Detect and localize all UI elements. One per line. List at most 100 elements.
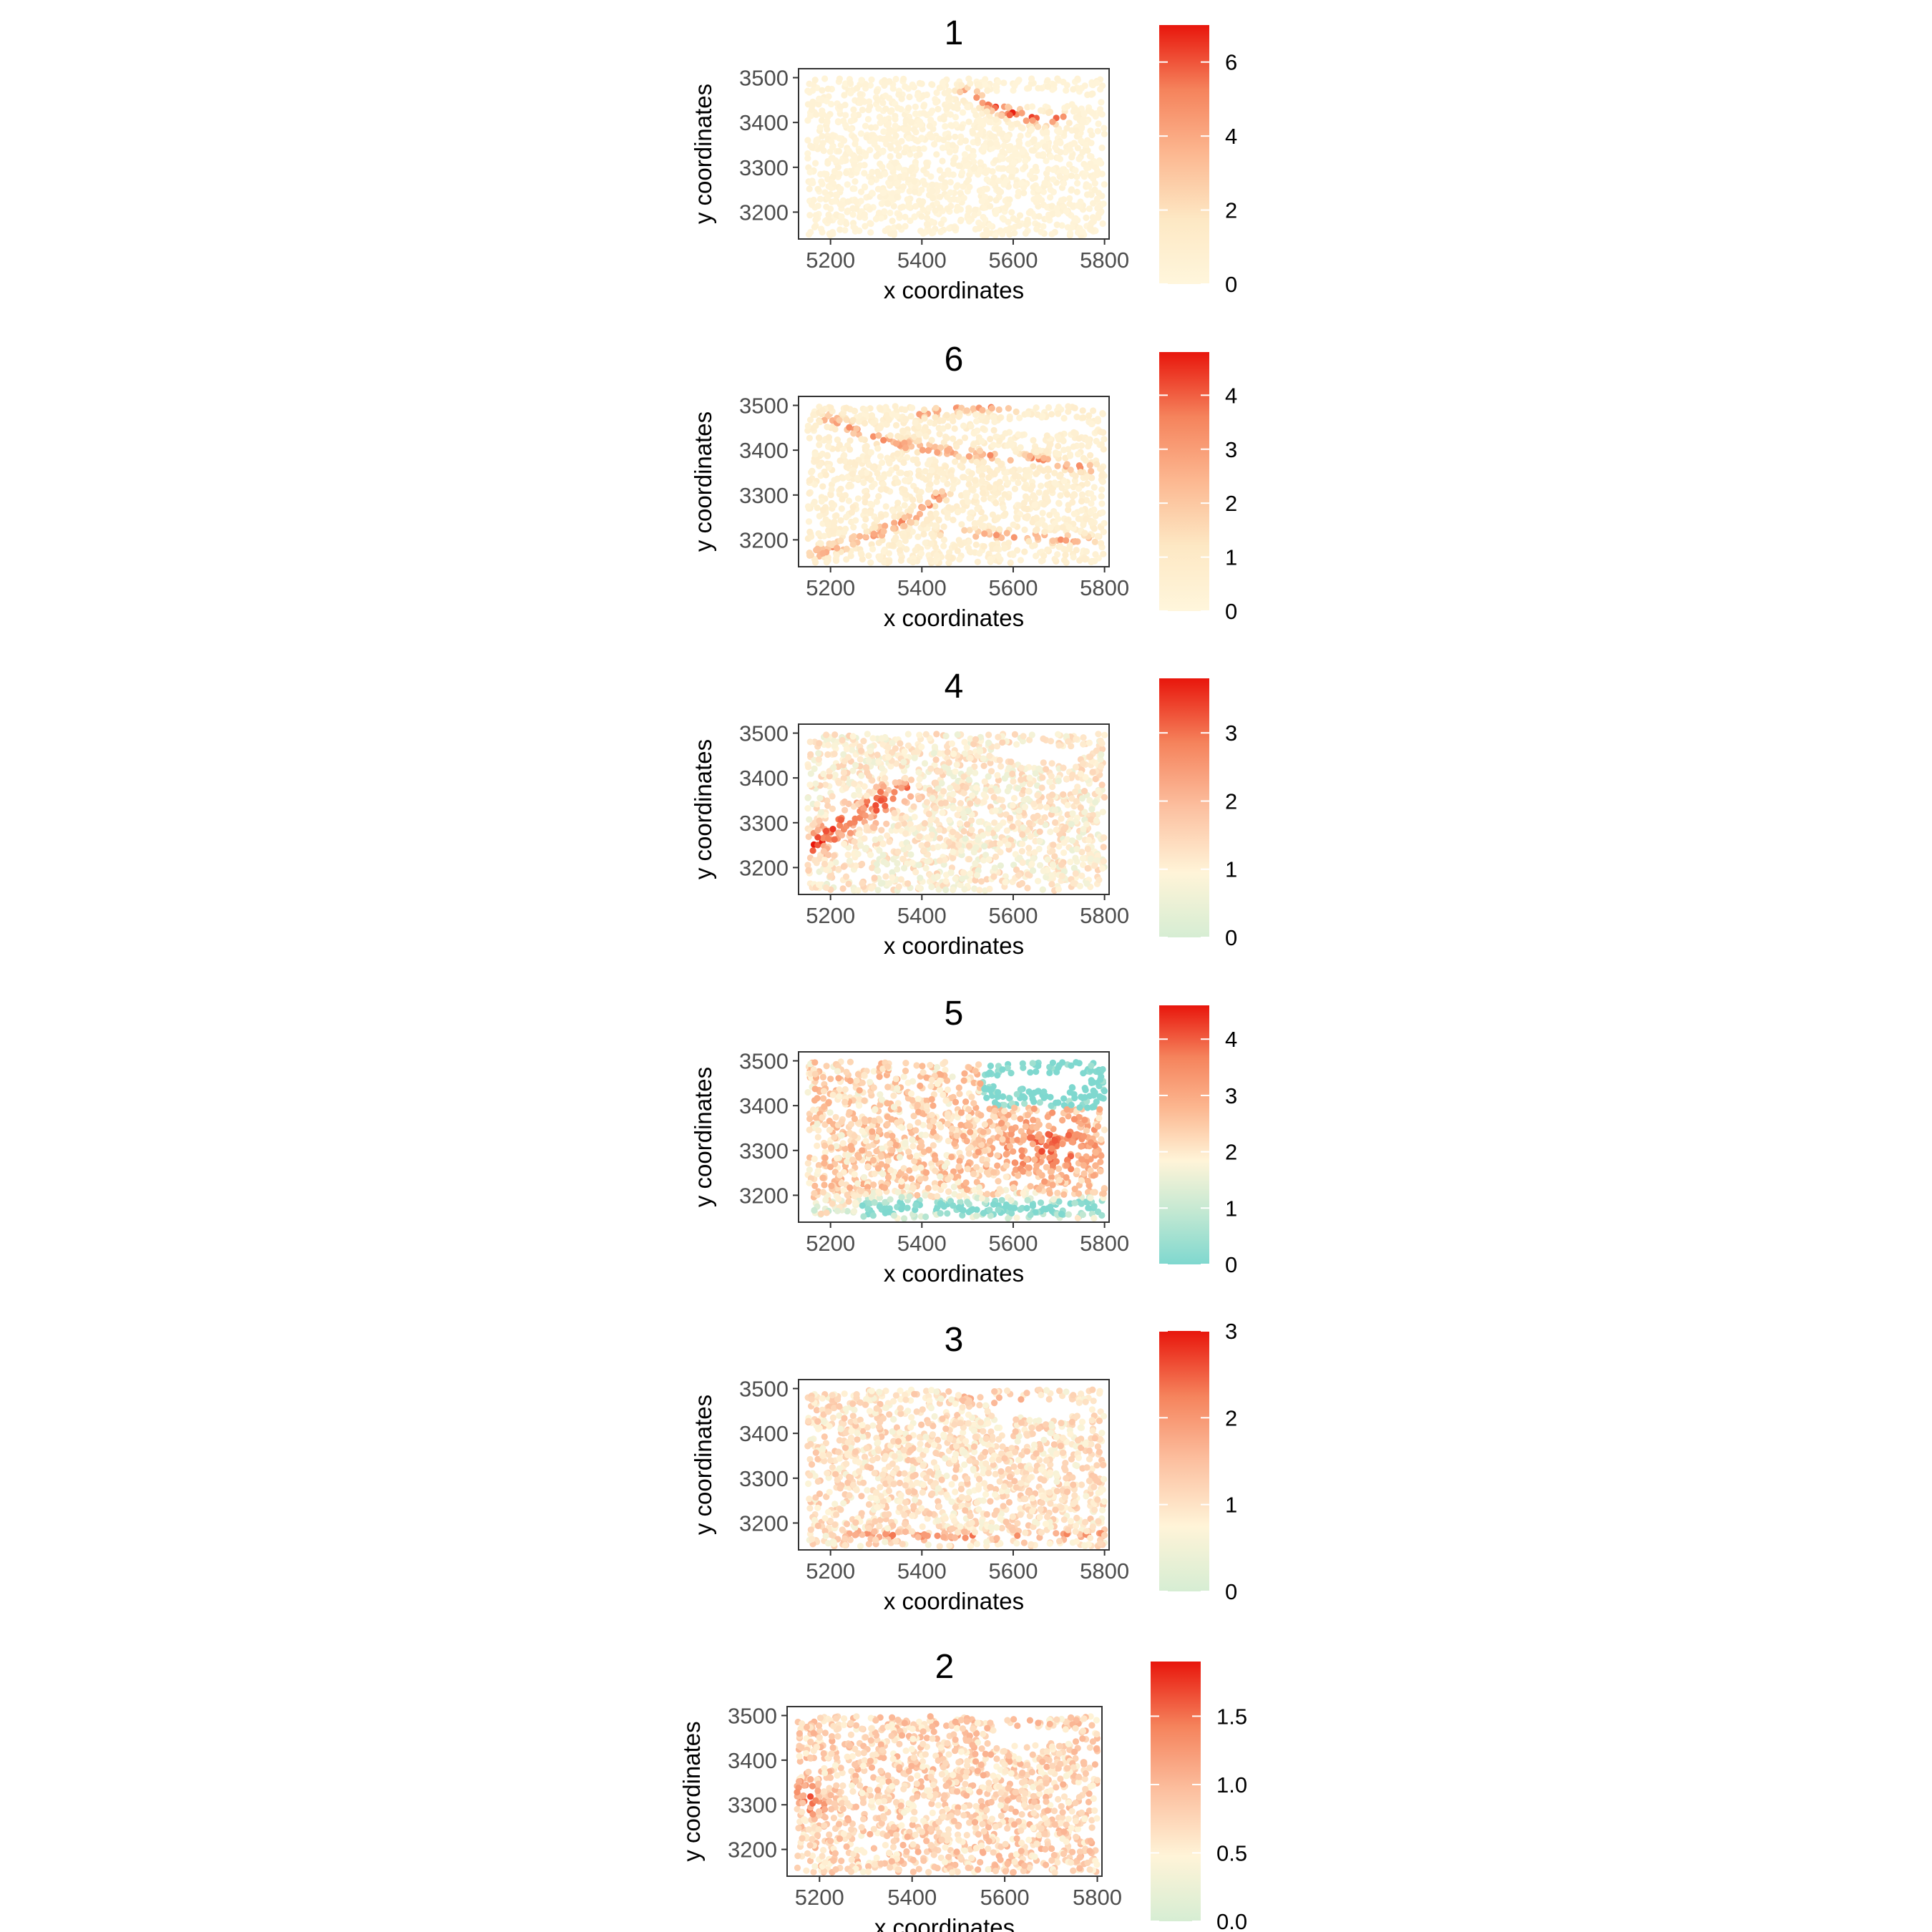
point xyxy=(1015,479,1022,487)
point xyxy=(942,123,949,130)
point xyxy=(933,151,940,158)
point xyxy=(1014,120,1021,127)
point xyxy=(839,496,846,503)
point xyxy=(892,122,899,130)
point xyxy=(1069,810,1076,817)
point xyxy=(814,801,821,808)
point xyxy=(806,489,813,497)
point xyxy=(862,223,869,230)
point xyxy=(907,217,914,225)
point xyxy=(957,462,964,469)
colorbar-label: 2 xyxy=(1225,491,1237,516)
point xyxy=(899,533,907,540)
point xyxy=(858,77,865,84)
point xyxy=(814,185,821,192)
point xyxy=(879,99,887,107)
point xyxy=(1099,220,1106,228)
point xyxy=(990,470,997,477)
point xyxy=(1066,451,1074,458)
y-tick-label: 3200 xyxy=(739,855,789,880)
point xyxy=(974,137,981,144)
point xyxy=(902,444,909,452)
point xyxy=(877,553,884,560)
point xyxy=(818,117,826,124)
point xyxy=(1048,411,1055,418)
point xyxy=(1028,731,1035,738)
point xyxy=(872,215,879,223)
point xyxy=(902,830,909,837)
point xyxy=(894,848,902,855)
point xyxy=(992,197,1000,204)
point xyxy=(980,791,987,798)
point xyxy=(847,829,854,836)
point xyxy=(1005,405,1012,412)
point xyxy=(917,550,925,557)
point xyxy=(1088,226,1095,233)
point xyxy=(932,510,940,517)
point xyxy=(920,530,927,538)
point xyxy=(1060,113,1067,120)
point xyxy=(1023,506,1030,513)
point xyxy=(831,852,838,859)
point xyxy=(1065,161,1073,168)
point xyxy=(933,552,940,559)
point xyxy=(929,187,936,195)
point xyxy=(821,75,829,82)
point xyxy=(894,822,902,829)
point xyxy=(858,551,865,558)
point xyxy=(1023,117,1030,125)
point xyxy=(972,112,980,119)
point xyxy=(1033,552,1040,560)
point xyxy=(1037,803,1044,810)
point xyxy=(958,125,965,132)
point xyxy=(831,771,839,779)
point xyxy=(990,441,997,449)
point xyxy=(927,481,934,488)
point xyxy=(867,124,875,131)
point xyxy=(933,731,940,738)
point xyxy=(975,225,982,232)
point xyxy=(1007,457,1014,464)
point xyxy=(1076,882,1083,889)
point xyxy=(824,835,832,842)
point xyxy=(902,416,909,423)
point xyxy=(992,532,1000,539)
point xyxy=(826,1109,834,1116)
point xyxy=(875,105,882,112)
point xyxy=(1013,1214,1020,1221)
point xyxy=(865,552,872,560)
point xyxy=(1018,879,1025,887)
point xyxy=(873,806,880,814)
panel-title: 6 xyxy=(945,341,964,379)
point xyxy=(999,738,1006,746)
point xyxy=(804,794,811,801)
point xyxy=(955,413,962,420)
point xyxy=(904,742,912,749)
point xyxy=(911,188,919,195)
point xyxy=(1053,221,1060,228)
point xyxy=(1014,514,1021,522)
point xyxy=(864,116,872,123)
point xyxy=(997,227,1004,234)
point xyxy=(1043,447,1050,455)
point xyxy=(1080,1161,1087,1169)
point xyxy=(1081,556,1088,563)
point xyxy=(842,112,849,119)
point xyxy=(904,880,912,887)
colorbar-label: 1 xyxy=(1225,857,1237,882)
point xyxy=(983,226,990,234)
point xyxy=(811,451,819,458)
point xyxy=(862,122,869,130)
point xyxy=(844,198,852,205)
point xyxy=(1047,828,1054,836)
point xyxy=(936,167,943,174)
point xyxy=(858,772,865,779)
point xyxy=(824,85,831,92)
point xyxy=(884,832,891,839)
point xyxy=(999,215,1006,222)
point xyxy=(901,798,908,805)
point xyxy=(1046,779,1053,786)
point xyxy=(949,485,956,492)
point xyxy=(865,772,872,779)
